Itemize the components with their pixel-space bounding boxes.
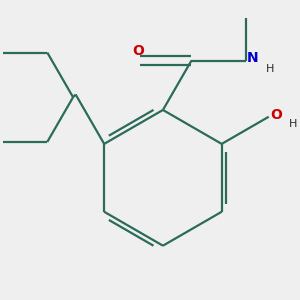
Text: O: O bbox=[133, 44, 144, 58]
Text: H: H bbox=[289, 118, 298, 128]
Text: H: H bbox=[266, 64, 275, 74]
Text: O: O bbox=[270, 108, 282, 122]
Text: N: N bbox=[247, 51, 259, 65]
